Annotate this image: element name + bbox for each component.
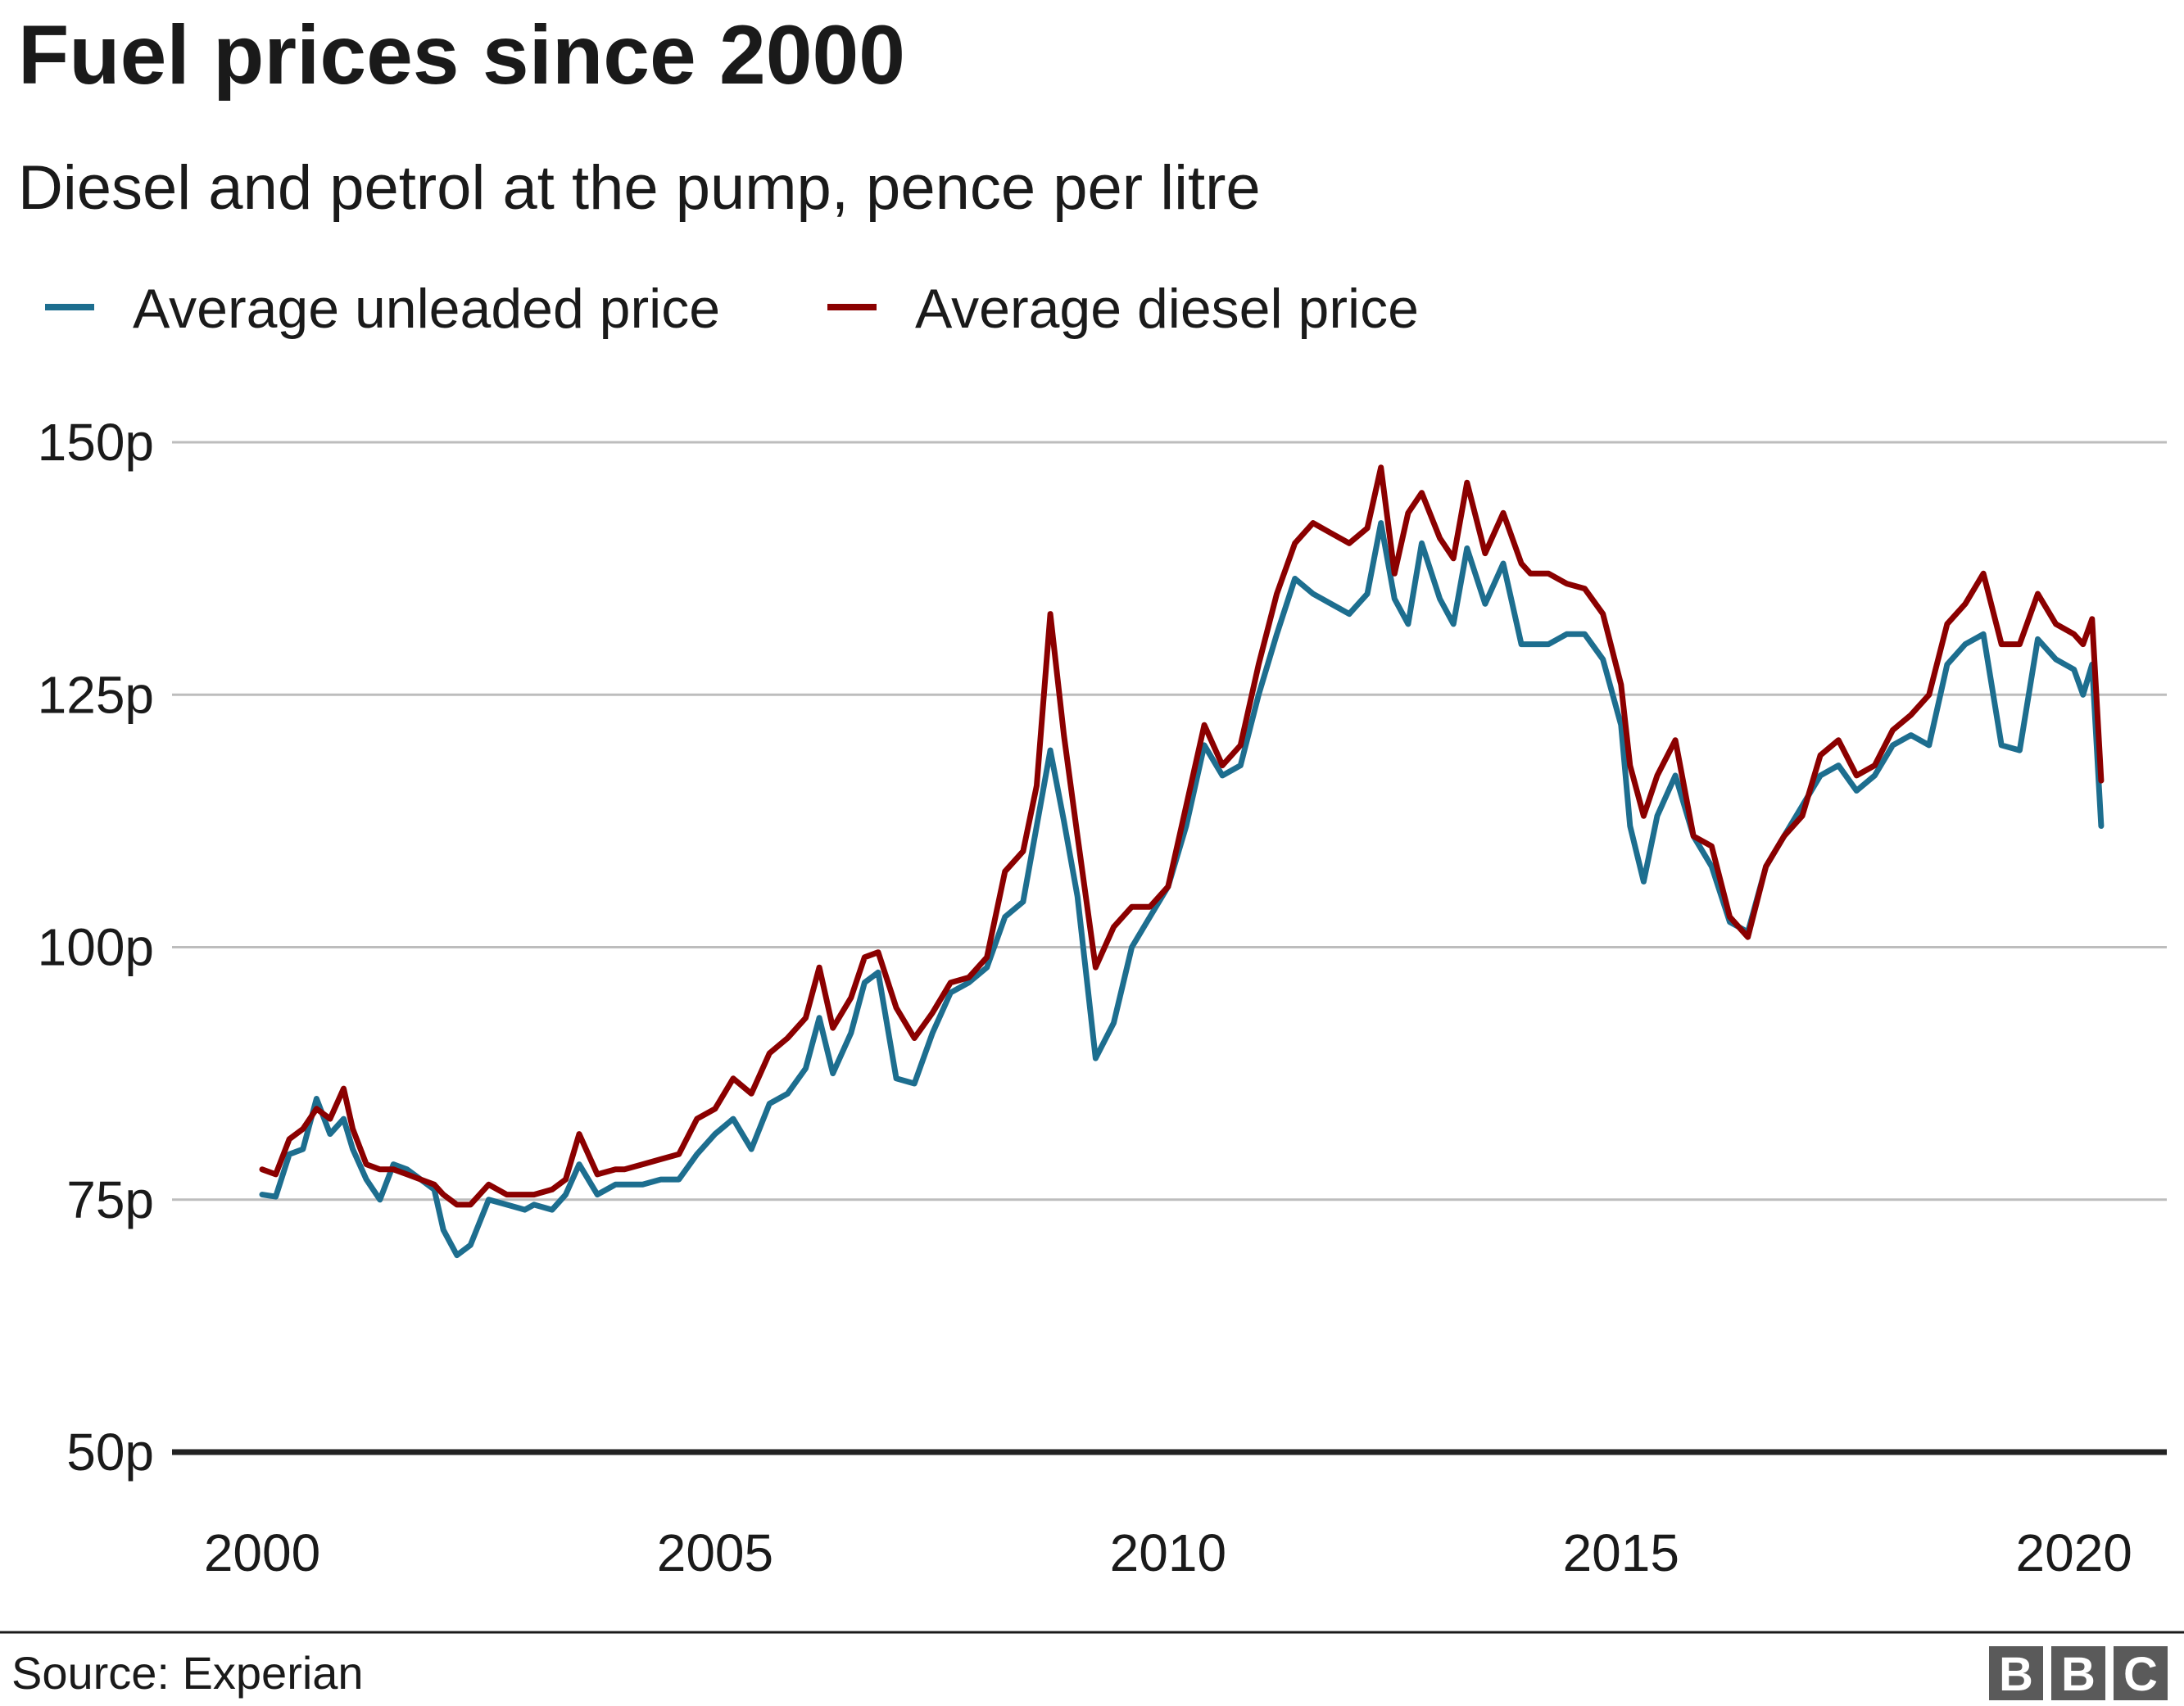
series-line-diesel (259, 464, 2105, 1208)
series-line-unleaded (259, 520, 2105, 1259)
bbc-logo-letter: B (1999, 1648, 2033, 1701)
y-axis-labels: 50p 75p 100p 125p 150p (38, 413, 154, 1482)
bbc-logo-letter: B (2061, 1648, 2096, 1701)
bbc-logo-box (2051, 1646, 2105, 1700)
x-tick-label: 2000 (204, 1523, 320, 1582)
legend-label-unleaded: Average unleaded price (133, 278, 720, 340)
chart-title: Fuel prices since 2000 (18, 8, 905, 102)
series-lines (259, 464, 2105, 1259)
x-axis-labels: 2000 2005 2010 2015 2020 (204, 1523, 2132, 1582)
x-tick-label: 2020 (2016, 1523, 2132, 1582)
y-tick-label: 50p (66, 1423, 154, 1482)
source-note: Source: Experian (11, 1647, 364, 1699)
bbc-logo-letter: C (2123, 1648, 2158, 1701)
x-tick-label: 2015 (1563, 1523, 1679, 1582)
gridlines (172, 441, 2167, 1455)
bbc-logo-box (1989, 1646, 2043, 1700)
y-tick-label: 100p (38, 918, 154, 977)
bbc-logo: B B C (1989, 1646, 2168, 1701)
y-tick-label: 125p (38, 665, 154, 724)
y-tick-label: 75p (66, 1170, 154, 1229)
x-tick-label: 2005 (657, 1523, 773, 1582)
x-tick-label: 2010 (1110, 1523, 1226, 1582)
bbc-logo-box (2114, 1646, 2168, 1700)
legend-label-diesel: Average diesel price (915, 278, 1419, 340)
legend: Average unleaded price Average diesel pr… (45, 278, 1419, 340)
y-tick-label: 150p (38, 413, 154, 472)
chart-subtitle: Diesel and petrol at the pump, pence per… (18, 153, 1261, 223)
